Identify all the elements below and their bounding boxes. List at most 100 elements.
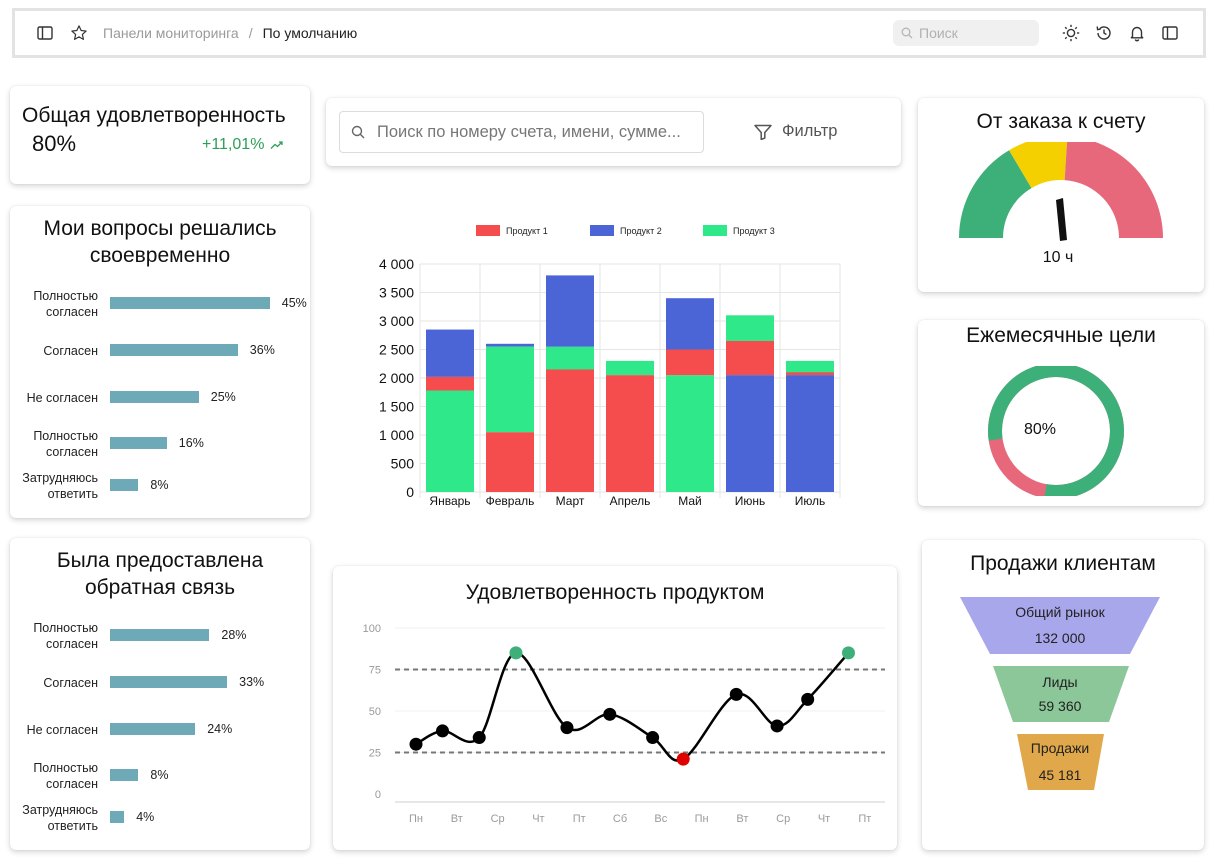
bar-segment	[426, 376, 474, 391]
issues-item-label-line2: согласен	[46, 305, 98, 319]
line-chart-x-tick: Вт	[736, 813, 748, 825]
gauge-needle	[1056, 198, 1067, 241]
funnel-leads-label: Лиды	[1042, 674, 1078, 690]
bar-segment	[426, 329, 474, 377]
bar-chart-x-tick: Июль	[795, 494, 826, 508]
funnel-stage-sales	[1017, 734, 1104, 790]
feedback-item-label: Согласен	[0, 675, 98, 691]
line-chart-y-tick: 25	[369, 748, 381, 760]
breadcrumb-parent[interactable]: Панели мониторинга	[103, 25, 239, 41]
line-chart-x-tick: Пн	[695, 813, 709, 825]
feedback-item-bar	[110, 769, 139, 781]
order-to-invoice-gauge	[959, 142, 1163, 241]
bar-chart-y-tick: 0	[406, 484, 414, 500]
line-chart-x-tick: Ср	[776, 813, 790, 825]
gauge-yellow-segment	[1009, 142, 1068, 189]
bar-chart-x-tick: Апрель	[610, 494, 651, 508]
sun-icon[interactable]	[1061, 23, 1081, 43]
line-chart-x-tick: Сб	[613, 813, 627, 825]
line-chart-point	[770, 719, 784, 733]
issues-card: Мои вопросы решались своевременно Полнос…	[10, 206, 310, 518]
invoice-search-placeholder: Поиск по номеру счета, имени, сумме...	[377, 122, 681, 141]
search-icon	[351, 125, 365, 139]
line-chart-y-tick: 0	[375, 789, 381, 801]
line-chart-x-tick: Пн	[409, 813, 423, 825]
sidebar-toggle-icon[interactable]	[35, 23, 55, 43]
bar-chart-y-tick: 3 500	[379, 285, 414, 301]
issues-item-label: Согласен	[0, 343, 98, 359]
line-chart-point	[729, 687, 743, 701]
funnel-stage-market	[960, 597, 1160, 654]
line-chart-point	[472, 731, 486, 745]
issues-item-label-line1: Согласен	[43, 344, 98, 358]
order-to-invoice-card: От заказа к счету 10 ч	[918, 98, 1204, 292]
order-to-invoice-title: От заказа к счету	[976, 110, 1146, 133]
line-chart-y-tick: 50	[369, 706, 381, 718]
issues-item-bar	[110, 479, 139, 491]
feedback-item-label-line2: согласен	[46, 777, 98, 791]
legend-label: Продукт 1	[506, 226, 548, 236]
feedback-item-percent: 8%	[150, 768, 169, 782]
line-chart-x-tick: Ср	[491, 813, 505, 825]
bar-chart-y-tick: 3 000	[379, 313, 414, 329]
filter-button[interactable]: Фильтр	[754, 122, 837, 141]
feedback-item-bar	[110, 723, 196, 735]
gauge-red-segment	[1064, 142, 1163, 238]
top-bar: Панели мониторинга / По умолчанию Поиск	[12, 8, 1206, 58]
bar-segment	[726, 375, 774, 492]
bar-chart-y-tick: 2 500	[379, 342, 414, 358]
line-chart-point	[676, 752, 690, 766]
funnel-market-label: Общий рынок	[1015, 604, 1105, 620]
feedback-item-label: Затрудняюсь ответить	[0, 802, 98, 834]
issues-item-label: Полностью согласен	[0, 288, 98, 320]
panel-toggle-icon[interactable]	[1160, 23, 1180, 43]
issues-item-label: Затрудняюсь ответить	[0, 470, 98, 502]
gauge-value: 10 ч	[1042, 249, 1074, 266]
line-chart-x-tick: Пт	[858, 813, 871, 825]
product-satisfaction-card: Удовлетворенность продуктом 0 25 50 75 100 Пн…	[333, 566, 897, 850]
satisfaction-value: 80%	[32, 131, 77, 156]
feedback-item-label-line1: Полностью	[33, 621, 98, 635]
line-chart-point	[603, 707, 617, 721]
bar-chart-y-tick: 4 000	[379, 256, 414, 272]
bar-segment	[726, 315, 774, 341]
bar-segment	[486, 346, 534, 433]
line-chart-point	[841, 646, 855, 660]
bar-segment	[786, 375, 834, 492]
donut-value: 80%	[1023, 421, 1057, 438]
trend-up-icon	[270, 141, 284, 149]
monthly-goals-card: Ежемесячные цели 80%	[918, 320, 1204, 506]
satisfaction-title: Общая удовлетворенность	[22, 104, 286, 127]
bar-segment	[606, 360, 654, 376]
feedback-item-label-line1: Согласен	[43, 676, 98, 690]
feedback-title-line1: Была предоставлена	[56, 549, 264, 572]
funnel-sales-label: Продажи	[1030, 740, 1090, 756]
top-search-input[interactable]: Поиск	[893, 20, 1039, 46]
line-chart-x-tick: Чт	[818, 813, 830, 825]
bar-segment	[546, 275, 594, 347]
issues-item-label-line2: согласен	[46, 445, 98, 459]
legend-swatch	[476, 225, 500, 236]
line-chart-point	[801, 692, 815, 706]
issues-item-label-line1: Полностью	[33, 289, 98, 303]
bell-icon[interactable]	[1127, 23, 1147, 43]
bar-chart-y-tick: 1 500	[379, 399, 414, 415]
satisfaction-card: Общая удовлетворенность 80% +11,01%	[10, 86, 310, 184]
feedback-item-label-line2: согласен	[46, 637, 98, 651]
issues-title-line1: Мои вопросы решались	[43, 217, 277, 240]
feedback-item-percent: 4%	[136, 810, 155, 824]
bar-chart-x-tick: Май	[678, 494, 702, 508]
feedback-item-label-line1: Затрудняюсь	[22, 803, 98, 817]
issues-item-percent: 25%	[210, 390, 236, 404]
invoice-search-input[interactable]: Поиск по номеру счета, имени, сумме...	[339, 111, 704, 153]
feedback-card: Была предоставлена обратная связь Полнос…	[10, 538, 310, 850]
bar-chart-x-tick: Март	[556, 494, 585, 508]
bar-segment	[486, 343, 534, 347]
issues-item-percent: 45%	[281, 296, 307, 310]
line-chart-x-tick: Чт	[532, 813, 544, 825]
history-icon[interactable]	[1094, 23, 1114, 43]
bar-chart-y-tick: 500	[391, 456, 415, 472]
satisfaction-delta: +11,01%	[202, 136, 284, 154]
legend-label: Продукт 3	[733, 226, 775, 236]
star-icon[interactable]	[69, 23, 89, 43]
